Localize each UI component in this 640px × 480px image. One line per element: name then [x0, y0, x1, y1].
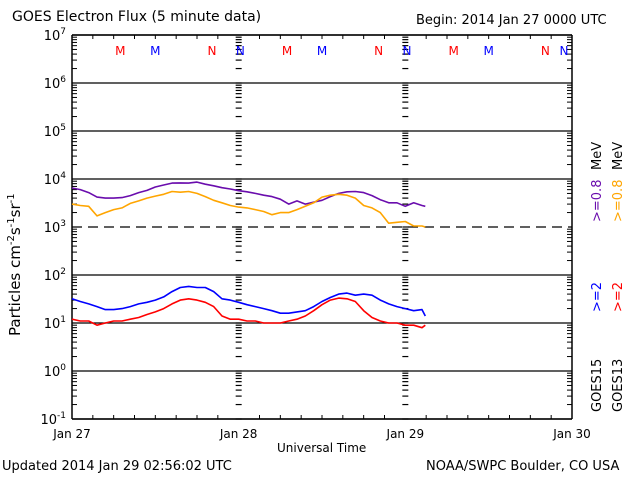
y-tick-label: 101: [44, 315, 66, 332]
noon-midnight-marker: M: [282, 44, 292, 58]
noon-midnight-marker: N: [208, 44, 217, 58]
legend-unit: MeV: [611, 141, 626, 170]
y-tick-label: 106: [44, 75, 67, 92]
legend-satellite: GOES13: [611, 358, 626, 412]
chart-title: GOES Electron Flux (5 minute data): [12, 9, 262, 25]
legend-satellite: GOES15: [590, 358, 605, 412]
noon-midnight-marker: N: [560, 44, 569, 58]
y-tick-label: 104: [44, 171, 67, 188]
noon-midnight-marker: N: [236, 44, 245, 58]
legend-entry-0.8mev: >=0.8: [611, 179, 626, 222]
legend-entry-2mev: >=2: [590, 281, 605, 312]
x-axis-label: Universal Time: [277, 441, 367, 455]
x-tick-label: Jan 27: [52, 427, 91, 441]
y-tick-label: 100: [44, 363, 67, 380]
legend-entry-2mev: >=2: [611, 281, 626, 312]
noon-midnight-marker: M: [150, 44, 160, 58]
y-tick-label: 107: [44, 27, 66, 44]
series-line: [71, 181, 426, 208]
noon-midnight-marker: M: [483, 44, 493, 58]
x-tick-label: Jan 28: [219, 427, 258, 441]
noon-midnight-marker: M: [115, 44, 125, 58]
series-line: [71, 297, 426, 329]
x-tick-label: Jan 30: [552, 427, 591, 441]
noon-midnight-marker: N: [374, 44, 383, 58]
noon-midnight-marker: N: [403, 44, 412, 58]
y-tick-label: 105: [44, 123, 66, 140]
begin-time-label: Begin: 2014 Jan 27 0000 UTC: [416, 13, 607, 28]
noon-midnight-marker: M: [317, 44, 327, 58]
updated-timestamp: Updated 2014 Jan 29 02:56:02 UTC: [2, 459, 232, 474]
legend-unit: MeV: [590, 141, 605, 170]
noon-midnight-marker: N: [541, 44, 550, 58]
y-tick-label: 10-1: [40, 411, 66, 428]
series-line: [71, 190, 426, 228]
series-line: [71, 285, 427, 317]
legend-entry-0.8mev: >=0.8: [590, 179, 605, 222]
noon-midnight-marker: M: [448, 44, 458, 58]
x-tick-label: Jan 29: [386, 427, 425, 441]
y-tick-label: 103: [44, 219, 66, 236]
credit-label: NOAA/SWPC Boulder, CO USA: [426, 459, 620, 474]
y-tick-label: 102: [44, 267, 66, 284]
